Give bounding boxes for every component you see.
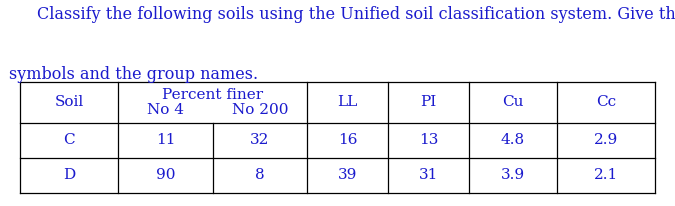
Text: Classify the following soils using the Unified soil classification system. Give : Classify the following soils using the U… <box>37 6 675 23</box>
Text: 31: 31 <box>419 168 438 182</box>
Text: symbols and the group names.: symbols and the group names. <box>9 66 258 83</box>
Text: 90: 90 <box>156 168 175 182</box>
Text: 16: 16 <box>338 133 357 147</box>
Text: Soil: Soil <box>55 96 84 109</box>
Text: LL: LL <box>338 96 358 109</box>
Text: 2.1: 2.1 <box>594 168 618 182</box>
Text: 11: 11 <box>156 133 175 147</box>
Text: 39: 39 <box>338 168 357 182</box>
Text: Cu: Cu <box>502 96 524 109</box>
Text: C: C <box>63 133 75 147</box>
Text: 3.9: 3.9 <box>501 168 525 182</box>
Text: 4.8: 4.8 <box>501 133 525 147</box>
Text: 32: 32 <box>250 133 269 147</box>
Text: Cc: Cc <box>596 96 616 109</box>
Text: 2.9: 2.9 <box>594 133 618 147</box>
Text: No 200: No 200 <box>232 103 288 117</box>
Text: Percent finer: Percent finer <box>162 88 263 102</box>
Text: PI: PI <box>421 96 437 109</box>
Text: 8: 8 <box>255 168 265 182</box>
Text: 13: 13 <box>419 133 438 147</box>
Text: D: D <box>63 168 76 182</box>
Text: No 4: No 4 <box>147 103 184 117</box>
